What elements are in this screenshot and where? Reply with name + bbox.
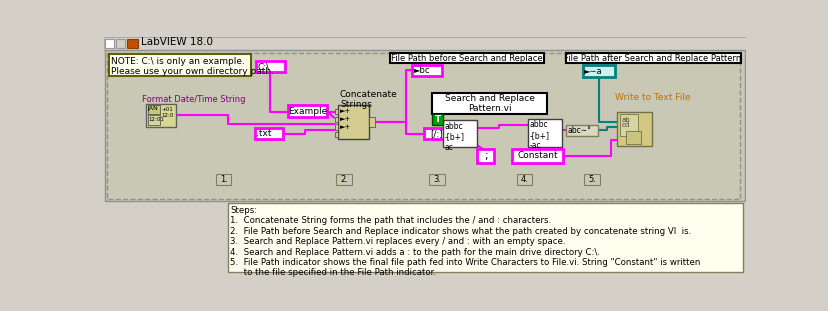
Bar — [147, 105, 160, 114]
Text: 1.: 1. — [219, 175, 228, 184]
Text: abbc
-[b+]
-ac: abbc -[b+] -ac — [529, 120, 549, 150]
Bar — [423, 128, 450, 139]
Bar — [127, 39, 137, 48]
Bar — [582, 65, 614, 77]
Bar — [228, 203, 742, 272]
Bar — [368, 117, 374, 128]
Text: NOTE: C:\ is only an example.
Please use your own directory path.: NOTE: C:\ is only an example. Please use… — [111, 57, 274, 76]
Text: ab: ab — [620, 117, 629, 123]
Text: abbc
-[b+]
ac: abbc -[b+] ac — [444, 122, 464, 152]
Bar — [442, 120, 477, 147]
Bar — [565, 125, 597, 136]
Bar — [477, 149, 493, 163]
Bar — [429, 174, 444, 185]
Text: Steps:
1.  Concatenate String forms the path that includes the / and : character: Steps: 1. Concatenate String forms the p… — [229, 206, 700, 277]
Text: +01: +01 — [161, 107, 172, 112]
Text: .txt: .txt — [256, 129, 272, 138]
Bar — [619, 114, 638, 136]
Bar — [431, 93, 546, 114]
Text: ►+: ►+ — [339, 123, 351, 130]
Text: Example: Example — [287, 107, 327, 116]
Bar — [216, 174, 231, 185]
Text: 3.: 3. — [432, 175, 440, 184]
Bar — [625, 131, 641, 144]
Bar — [255, 61, 285, 72]
Bar — [287, 105, 326, 117]
Text: [/:]: [/:] — [430, 129, 443, 138]
Bar — [431, 114, 442, 125]
Bar — [527, 119, 561, 147]
Text: ►∼a: ►∼a — [584, 67, 602, 76]
Bar — [335, 132, 337, 137]
Text: JAN: JAN — [147, 106, 158, 111]
Text: C:\: C:\ — [257, 62, 269, 71]
Bar — [147, 115, 160, 125]
Text: ;: ; — [484, 151, 487, 161]
Bar — [335, 124, 337, 130]
Bar — [584, 174, 599, 185]
Text: 2.: 2. — [339, 175, 348, 184]
Text: Search and Replace
Pattern.vi: Search and Replace Pattern.vi — [444, 94, 534, 113]
Text: File Path after Search and Replace Pattern: File Path after Search and Replace Patte… — [564, 53, 741, 63]
Bar — [105, 39, 114, 48]
Text: File Path before Search and Replace: File Path before Search and Replace — [391, 53, 542, 63]
Text: 4.: 4. — [520, 175, 527, 184]
Text: LabVIEW 18.0: LabVIEW 18.0 — [141, 37, 213, 47]
Bar — [146, 104, 176, 127]
Bar — [104, 37, 745, 50]
Text: T: T — [434, 115, 440, 124]
Text: Format Date/Time String: Format Date/Time String — [142, 95, 246, 104]
Bar — [516, 174, 532, 185]
Text: ►+: ►+ — [339, 108, 351, 114]
Bar — [565, 53, 740, 63]
Bar — [335, 117, 337, 122]
Bar — [254, 128, 282, 139]
Text: Write to Text File: Write to Text File — [614, 93, 690, 102]
Bar — [512, 149, 562, 163]
Text: cd: cd — [620, 122, 628, 128]
Text: ►+: ►+ — [339, 116, 351, 122]
Bar — [337, 105, 368, 139]
Text: ►bc: ►bc — [413, 66, 430, 75]
Bar — [390, 53, 543, 63]
Bar — [116, 39, 125, 48]
Text: Concatenate
Strings: Concatenate Strings — [339, 90, 397, 109]
Text: 5.: 5. — [587, 175, 595, 184]
Bar — [617, 112, 651, 146]
Bar — [105, 50, 744, 201]
Bar — [109, 54, 251, 76]
Bar — [335, 109, 337, 114]
Text: abc∼°: abc∼° — [566, 126, 590, 135]
Text: 12:01: 12:01 — [148, 117, 164, 122]
Bar — [412, 65, 441, 76]
Bar — [335, 174, 351, 185]
Text: Constant: Constant — [517, 151, 557, 160]
Bar — [108, 53, 739, 199]
Text: 12:0: 12:0 — [161, 113, 173, 118]
